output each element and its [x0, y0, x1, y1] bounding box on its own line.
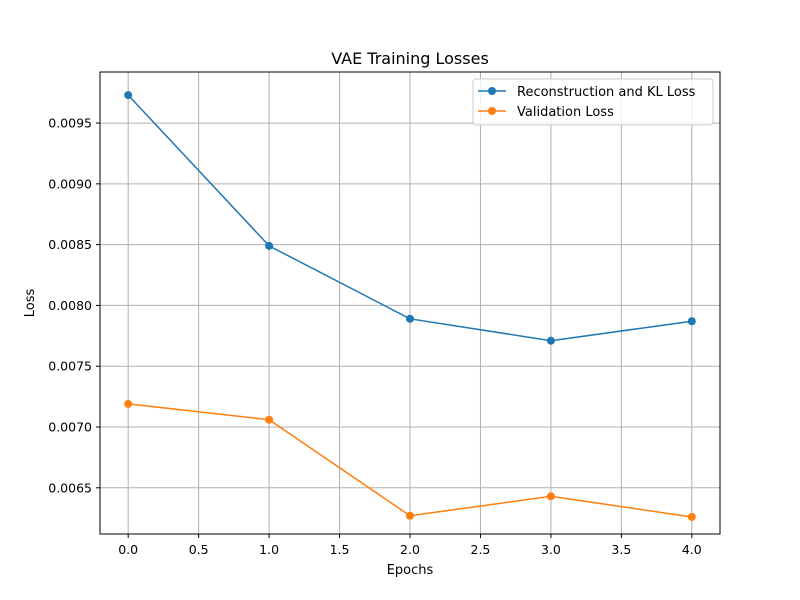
- y-axis-label: Loss: [23, 289, 38, 318]
- series-0-point: [406, 314, 414, 323]
- series-group: [124, 91, 696, 521]
- x-tick-label: 1.0: [259, 542, 279, 557]
- x-tick-label: 3.5: [611, 542, 631, 557]
- series-1-point: [687, 512, 696, 521]
- series-0-point: [124, 91, 133, 100]
- y-tick-label: 0.0065: [48, 480, 92, 495]
- series-1-point: [546, 492, 555, 501]
- series-0-point: [265, 241, 274, 250]
- x-tick-label: 3.0: [541, 542, 561, 557]
- legend-box: [472, 78, 714, 126]
- legend: Reconstruction and KL Loss Validation Lo…: [472, 78, 714, 126]
- y-tick-label: 0.0085: [48, 237, 92, 252]
- x-tick-label: 2.0: [400, 542, 420, 557]
- y-tick-label: 0.0095: [48, 116, 92, 131]
- legend-marker-validation: [488, 107, 496, 115]
- x-tick-label: 1.5: [330, 542, 350, 557]
- x-tick-label: 0.0: [118, 542, 138, 557]
- series-1-point: [265, 415, 274, 424]
- y-tick-label: 0.0080: [48, 298, 92, 313]
- series-0-point: [546, 336, 555, 345]
- series-1-point: [406, 511, 414, 520]
- x-axis-label: Epochs: [387, 563, 434, 578]
- legend-marker-reconstruction: [488, 87, 496, 95]
- series-0-point: [687, 317, 696, 326]
- y-tick-label: 0.0090: [48, 176, 92, 191]
- series-1-point: [124, 399, 133, 408]
- x-tick-label: 2.5: [471, 542, 491, 557]
- x-tick-label: 0.5: [189, 542, 209, 557]
- legend-label-validation: Validation Loss: [517, 105, 614, 120]
- chart-title: VAE Training Losses: [331, 49, 489, 68]
- y-tick-label: 0.0075: [48, 359, 92, 374]
- x-tick-label: 4.0: [682, 542, 702, 557]
- legend-label-reconstruction: Reconstruction and KL Loss: [517, 85, 696, 100]
- x-axis-ticks: 0.0 0.5 1.0 1.5 2.0 2.5 3.0 3.5 4.0: [118, 534, 702, 557]
- y-axis-ticks: 0.0065 0.0070 0.0075 0.0080 0.0085 0.0090 0.00…: [48, 116, 100, 495]
- y-tick-label: 0.0070: [48, 420, 92, 435]
